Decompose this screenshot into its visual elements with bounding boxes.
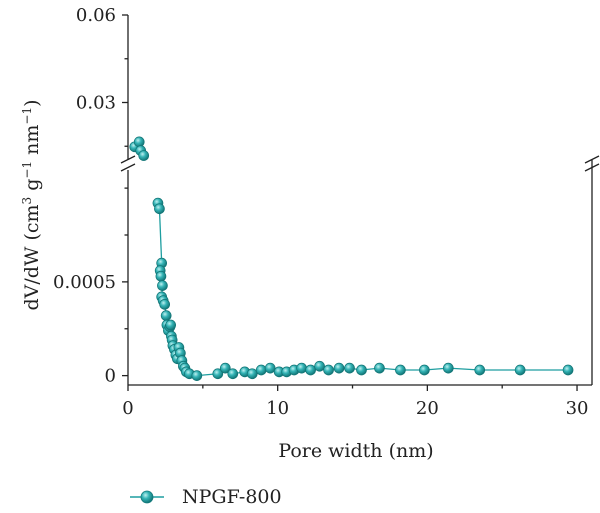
data-point bbox=[191, 370, 203, 381]
data-point bbox=[154, 203, 165, 215]
data-point bbox=[219, 362, 231, 374]
x-tick-label: 10 bbox=[266, 398, 289, 419]
legend: NPGF-800 bbox=[130, 486, 282, 508]
data-point bbox=[159, 299, 171, 310]
series-layer bbox=[129, 136, 574, 381]
x-tick-label: 30 bbox=[566, 398, 589, 419]
data-point bbox=[344, 362, 355, 374]
data-point bbox=[296, 362, 307, 374]
data-point bbox=[264, 362, 276, 374]
data-point bbox=[442, 362, 454, 374]
data-point bbox=[133, 136, 145, 148]
data-point bbox=[374, 362, 385, 374]
data-point bbox=[514, 364, 526, 376]
y-upper-tick-label: 0.03 bbox=[76, 93, 116, 114]
x-tick-label: 0 bbox=[122, 398, 133, 419]
data-point bbox=[157, 280, 168, 291]
data-point bbox=[155, 270, 167, 282]
data-point bbox=[356, 364, 367, 376]
data-point bbox=[562, 364, 574, 376]
data-point bbox=[255, 364, 267, 376]
y-lower-tick-label: 0 bbox=[105, 366, 116, 387]
right-axis-break-mark bbox=[584, 155, 600, 172]
data-point bbox=[314, 360, 325, 372]
x-tick-label: 20 bbox=[416, 398, 439, 419]
data-point bbox=[474, 364, 486, 376]
x-axis-label: Pore width (nm) bbox=[278, 440, 433, 462]
data-point bbox=[227, 368, 239, 380]
axes-group: 0 10 20 30 0.06 0.03 0.0005 0 bbox=[53, 5, 600, 419]
data-point bbox=[395, 364, 406, 376]
data-point bbox=[333, 362, 345, 374]
y-axis-label: dV/dW (cm3 g−1 nm−1) bbox=[20, 99, 43, 310]
legend-label: NPGF-800 bbox=[182, 486, 282, 508]
legend-marker bbox=[140, 490, 154, 504]
y-upper-tick-label: 0.06 bbox=[76, 5, 116, 26]
data-point bbox=[212, 368, 224, 380]
data-point bbox=[246, 368, 258, 380]
data-point bbox=[419, 364, 430, 376]
series-line-lower bbox=[157, 202, 569, 377]
data-point bbox=[305, 364, 316, 376]
y-lower-tick-label: 0.0005 bbox=[53, 272, 116, 293]
y-axis-break-mark bbox=[120, 155, 136, 172]
data-point bbox=[160, 310, 172, 321]
data-point bbox=[165, 319, 177, 331]
data-point bbox=[138, 150, 150, 161]
data-point bbox=[323, 364, 334, 376]
labels-group: Pore width (nm) dV/dW (cm3 g−1 nm−1) bbox=[20, 99, 434, 462]
